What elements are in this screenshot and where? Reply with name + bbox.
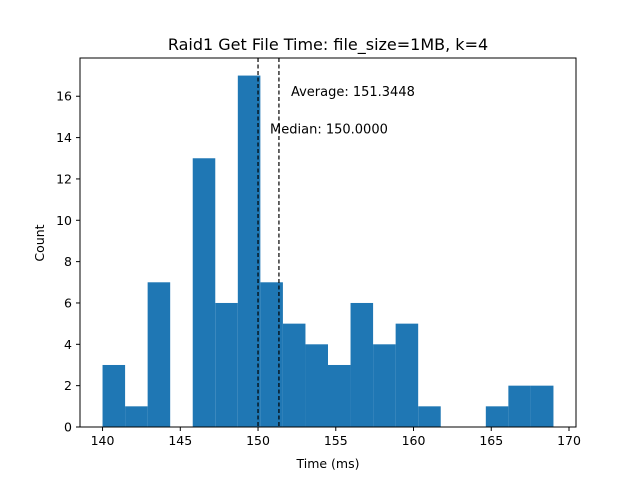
x-tick-label: 155 bbox=[324, 433, 348, 448]
y-tick-label: 0 bbox=[64, 420, 72, 435]
x-tick-label: 165 bbox=[479, 433, 503, 448]
y-tick-label: 14 bbox=[56, 130, 72, 145]
histogram-bar-7 bbox=[260, 282, 283, 427]
plot-area-frame bbox=[79, 57, 577, 428]
y-axis-label: Count bbox=[32, 224, 47, 261]
chart-title: Raid1 Get File Time: file_size=1MB, k=4 bbox=[168, 35, 488, 55]
y-tick-label: 10 bbox=[56, 213, 72, 228]
histogram-bar-8 bbox=[282, 323, 306, 427]
histogram-bar-19 bbox=[530, 385, 554, 427]
histogram-bar-10 bbox=[328, 364, 351, 427]
x-tick-label: 145 bbox=[168, 433, 192, 448]
histogram-bar-12 bbox=[373, 344, 396, 427]
y-tick-label: 16 bbox=[56, 89, 72, 104]
reference-lines-layer bbox=[257, 58, 280, 427]
histogram-bar-14 bbox=[418, 406, 441, 427]
y-tick-label: 8 bbox=[64, 254, 72, 269]
average-annotation: Average: 151.3448 bbox=[291, 85, 415, 100]
y-tick-label: 12 bbox=[56, 171, 72, 186]
histogram-bar-18 bbox=[508, 385, 531, 427]
histogram-bar-0 bbox=[102, 364, 126, 427]
x-tick-label: 160 bbox=[402, 433, 426, 448]
x-tick-label: 150 bbox=[246, 433, 270, 448]
histogram-bar-9 bbox=[305, 344, 328, 427]
bars-layer bbox=[102, 75, 554, 428]
y-tick-label: 4 bbox=[64, 337, 72, 352]
y-axis-ticks: 0 2 4 6 8 10 12 14 16 bbox=[56, 89, 80, 435]
x-axis-ticks: 140 145 150 155 160 165 170 bbox=[91, 427, 581, 448]
x-tick-label: 170 bbox=[557, 433, 581, 448]
x-tick-label: 140 bbox=[91, 433, 115, 448]
y-tick-label: 2 bbox=[64, 378, 72, 393]
median-annotation: Median: 150.0000 bbox=[270, 122, 388, 137]
y-tick-label: 6 bbox=[64, 295, 72, 310]
x-axis-label: Time (ms) bbox=[295, 456, 359, 471]
histogram-bar-6 bbox=[237, 75, 261, 428]
histogram-bar-13 bbox=[395, 323, 419, 427]
histogram-bar-4 bbox=[192, 158, 216, 427]
histogram-bar-17 bbox=[485, 406, 509, 427]
histogram-bar-1 bbox=[125, 406, 148, 427]
histogram-bar-2 bbox=[147, 282, 171, 427]
histogram-bar-11 bbox=[350, 302, 374, 427]
histogram-bar-5 bbox=[215, 302, 238, 427]
